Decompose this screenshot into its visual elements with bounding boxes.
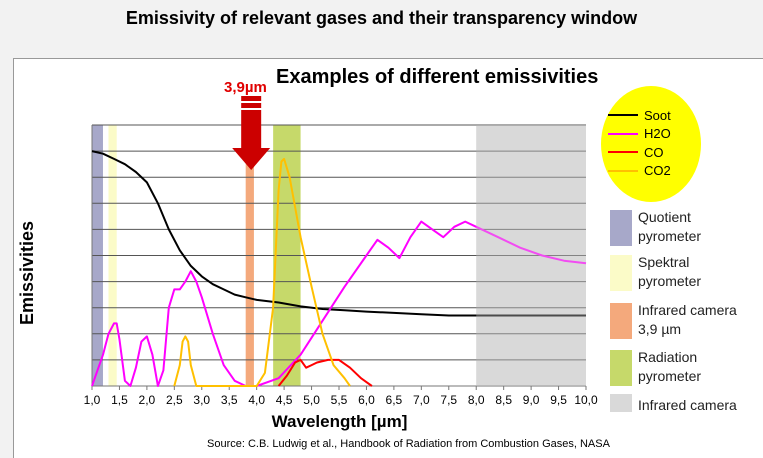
x-axis-label: Wavelength [µm] xyxy=(271,412,408,431)
legend-swatch xyxy=(608,132,638,135)
x-tick-label: 6,0 xyxy=(358,393,375,407)
y-axis-label: Emissivities xyxy=(17,220,37,325)
source-note: Source: C.B. Ludwig et al., Handbook of … xyxy=(207,438,610,450)
x-tick-label: 4,5 xyxy=(276,393,293,407)
legend-label: Soot xyxy=(644,107,671,123)
x-tick-label: 9,5 xyxy=(550,393,567,407)
x-tick-label: 9,0 xyxy=(523,393,540,407)
arrow-shaft xyxy=(241,110,262,148)
legend-item-co2: CO2 xyxy=(608,162,671,181)
legend-item-h2o: H2O xyxy=(608,125,671,144)
band-label: Infrared camera 3,9 µm xyxy=(638,302,737,337)
x-tick-label: 10,0 xyxy=(574,393,598,407)
x-tick-label: 3,5 xyxy=(221,393,238,407)
series-legend: Soot H2O CO CO2 xyxy=(608,106,671,180)
band-label: Spektral pyrometer xyxy=(638,254,702,289)
x-tick-label: 6,5 xyxy=(386,393,403,407)
band-label: Radiation pyrometer xyxy=(638,349,702,384)
arrow-head xyxy=(232,148,271,170)
arrow-bar-2 xyxy=(241,103,262,108)
band-overlay xyxy=(476,125,586,386)
x-tick-label: 2,0 xyxy=(139,393,156,407)
legend-label: CO xyxy=(644,144,664,160)
legend-swatch xyxy=(608,169,638,172)
series-line-h2o xyxy=(91,220,587,387)
legend-item-soot: Soot xyxy=(608,106,671,125)
x-tick-label: 8,0 xyxy=(468,393,485,407)
band-swatch xyxy=(610,210,632,246)
x-tick-label: 3,0 xyxy=(193,393,210,407)
legend-swatch xyxy=(608,151,638,154)
band-swatch xyxy=(610,394,632,412)
page-title: Emissivity of relevant gases and their t… xyxy=(125,8,638,28)
x-tick-label: 7,0 xyxy=(413,393,430,407)
arrow-bar-1 xyxy=(241,96,262,101)
x-tick-label: 7,5 xyxy=(440,393,457,407)
wavelength-annotation: 3,9µm xyxy=(224,79,267,96)
legend-item-co: CO xyxy=(608,143,671,162)
x-tick-label: 1,5 xyxy=(111,393,128,407)
band-swatch xyxy=(610,255,632,291)
legend-label: CO2 xyxy=(644,163,671,179)
x-axis-label-wrap: Wavelength [µm] xyxy=(0,412,763,432)
legend-label: H2O xyxy=(644,126,671,142)
x-tick-label: 1,0 xyxy=(84,393,101,407)
band-label: Quotient pyrometer xyxy=(638,209,702,244)
x-tick-label: 4,0 xyxy=(248,393,265,407)
band-swatch xyxy=(610,350,632,386)
series-line-co2 xyxy=(173,157,351,387)
x-tick-label: 8,5 xyxy=(495,393,512,407)
band-label: Infrared camera xyxy=(638,397,737,413)
chart-title: Examples of different emissivities xyxy=(276,66,599,88)
band-swatch xyxy=(610,303,632,339)
series-line-soot xyxy=(91,150,586,317)
x-tick-label: 2,5 xyxy=(166,393,183,407)
legend-swatch xyxy=(608,114,638,117)
x-tick-label: 5,0 xyxy=(303,393,320,407)
x-tick-label: 5,5 xyxy=(331,393,348,407)
series-line-co xyxy=(277,358,373,387)
